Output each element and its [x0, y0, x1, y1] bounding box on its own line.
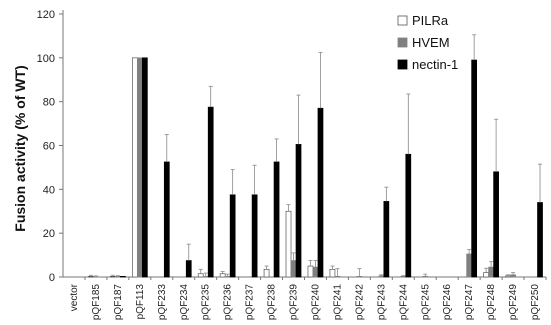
y-tick-label: 40 — [43, 184, 55, 196]
bar-hvem — [422, 275, 429, 278]
category-label: pQF250 — [530, 284, 541, 321]
bar-pilra — [483, 272, 489, 278]
category-label: pQF245 — [420, 284, 431, 321]
bar-hvem — [290, 260, 297, 278]
bar-nectin-1 — [185, 260, 192, 278]
bar-pilra — [110, 275, 116, 278]
category-label: pQF187 — [113, 284, 124, 321]
bar-pilra — [263, 268, 270, 278]
bar-nectin-1 — [273, 161, 280, 278]
bar-pilra — [307, 265, 314, 278]
bar-nectin-1 — [405, 153, 412, 278]
category-label: pQF185 — [91, 284, 102, 321]
bar-hvem — [378, 275, 385, 278]
bar-hvem — [488, 266, 494, 278]
category-label: pQF249 — [508, 284, 519, 321]
bar-pilra — [197, 273, 204, 278]
bar-hvem — [202, 275, 209, 278]
legend-swatch — [397, 37, 408, 48]
bar-nectin-1 — [163, 161, 170, 278]
y-tick-label: 100 — [37, 53, 55, 65]
y-tick-label: 120 — [37, 9, 55, 21]
bar-nectin-1 — [141, 57, 148, 278]
y-tick-label: 60 — [43, 141, 55, 153]
bar-pilra — [505, 275, 511, 278]
bar-nectin-1 — [471, 59, 478, 278]
legend-label: HVEM — [412, 35, 450, 50]
bar-nectin-1 — [383, 201, 390, 278]
legend-label: PILRa — [412, 13, 449, 28]
category-label: pQF238 — [267, 284, 278, 321]
bar-hvem — [356, 275, 363, 278]
category-label: pQF244 — [398, 284, 409, 321]
category-label: pQF248 — [486, 284, 497, 321]
category-label: pQF237 — [245, 284, 256, 321]
category-label: pQF113 — [135, 284, 146, 320]
bar-nectin-1 — [493, 171, 499, 278]
bar-nectin-1 — [229, 194, 236, 278]
category-labels: vector pQF185 pQF187 pQF113 pQF233 pQF234 pQF2… — [69, 283, 541, 320]
category-label: pQF243 — [376, 284, 387, 321]
category-label: pQF239 — [289, 284, 300, 321]
bar-nectin-1 — [207, 106, 214, 278]
legend-swatch — [397, 59, 408, 70]
category-label: pQF241 — [332, 284, 343, 321]
bar-pilra — [285, 210, 292, 278]
bars — [88, 34, 543, 278]
category-label: pQF240 — [310, 284, 321, 321]
bar-pilra — [88, 275, 94, 278]
category-label: pQF246 — [442, 284, 453, 321]
category-label: pQF242 — [354, 284, 365, 321]
bar-pilra — [219, 273, 226, 278]
category-label: pQF235 — [201, 284, 212, 321]
bar-hvem — [115, 275, 121, 278]
category-label: pQF247 — [464, 284, 475, 321]
bar-nectin-1 — [251, 194, 258, 278]
bar-hvem — [400, 275, 407, 278]
category-label: vector — [69, 283, 80, 311]
y-axis-title: Fusion activity (% of WT) — [12, 65, 28, 231]
y-tick-label: 0 — [49, 272, 55, 284]
bar-nectin-1 — [537, 202, 543, 278]
axes: 0 20 40 60 80 100 120 Fusion activity (% of WT) — [12, 9, 547, 284]
category-label: pQF236 — [223, 284, 234, 321]
bar-hvem — [510, 274, 516, 278]
bar-hvem — [466, 253, 473, 278]
category-label: pQF234 — [179, 284, 190, 321]
bar-hvem — [312, 266, 319, 278]
category-label: pQF233 — [157, 284, 168, 321]
bar-nectin-1 — [295, 144, 302, 278]
y-tick-label: 80 — [43, 97, 55, 109]
bar-nectin-1 — [120, 275, 126, 278]
legend-label: nectin-1 — [412, 57, 458, 72]
bar-hvem — [136, 57, 143, 278]
bar-pilra — [329, 268, 336, 278]
legend-swatch — [397, 15, 408, 26]
legend: PILRa HVEM nectin-1 — [397, 13, 458, 72]
bar-hvem — [224, 275, 231, 278]
bar-hvem — [334, 275, 341, 278]
bar-pilra — [131, 57, 138, 278]
y-tick-label: 20 — [43, 228, 55, 240]
bar-nectin-1 — [317, 107, 324, 278]
